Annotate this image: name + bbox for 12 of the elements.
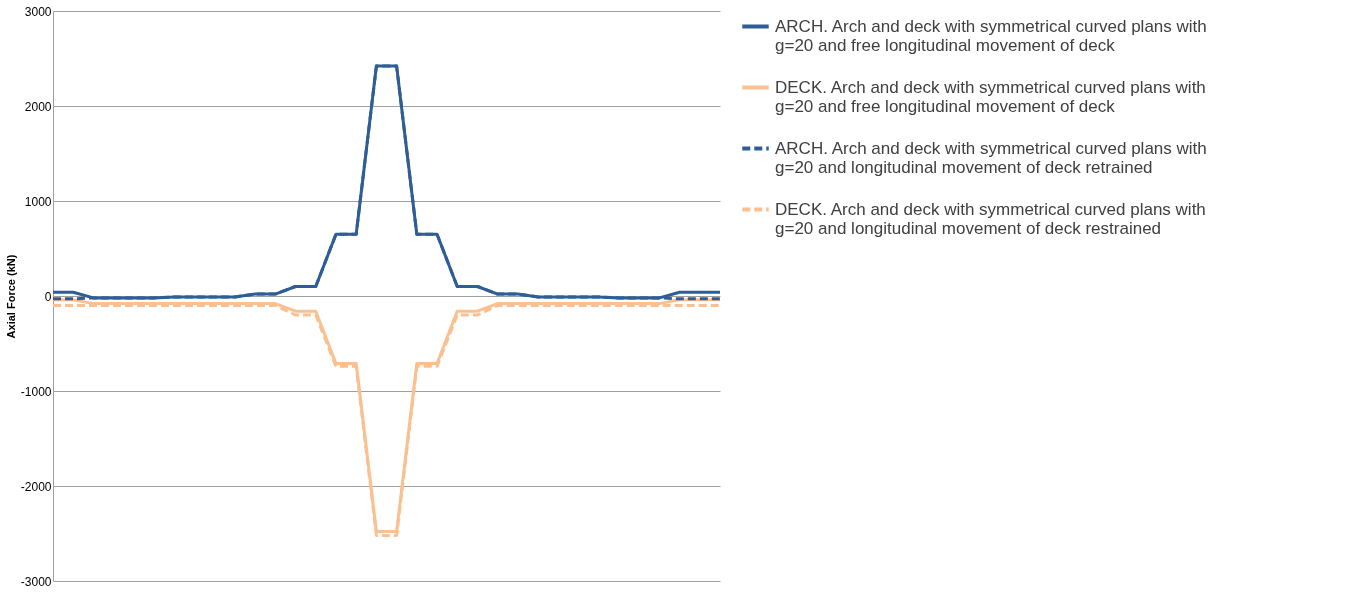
y-tick-label: 2000 <box>24 99 52 114</box>
y-tick-label: 3000 <box>24 4 52 19</box>
y-tick-label: -1000 <box>20 384 52 399</box>
legend-label: DECK. Arch and deck with symmetrical curved plans with g=20 and free longitudinal movement of deck <box>775 77 1206 116</box>
y-axis-title: Axial Force (kN) <box>4 254 17 339</box>
y-tick-label: -2000 <box>20 479 52 494</box>
y-tick-label: 0 <box>44 289 52 304</box>
y-tick-label: 1000 <box>24 194 52 209</box>
legend-label: DECK. Arch and deck with symmetrical curved plans with g=20 and longitudinal movement of deck restrained <box>775 199 1206 238</box>
legend-label: ARCH. Arch and deck with symmetrical curved plans with g=20 and longitudinal movement of deck retrained <box>775 138 1207 177</box>
legend-label: ARCH. Arch and deck with symmetrical curved plans with g=20 and free longitudinal movement of deck <box>775 16 1207 55</box>
y-tick-label: -3000 <box>20 574 52 589</box>
